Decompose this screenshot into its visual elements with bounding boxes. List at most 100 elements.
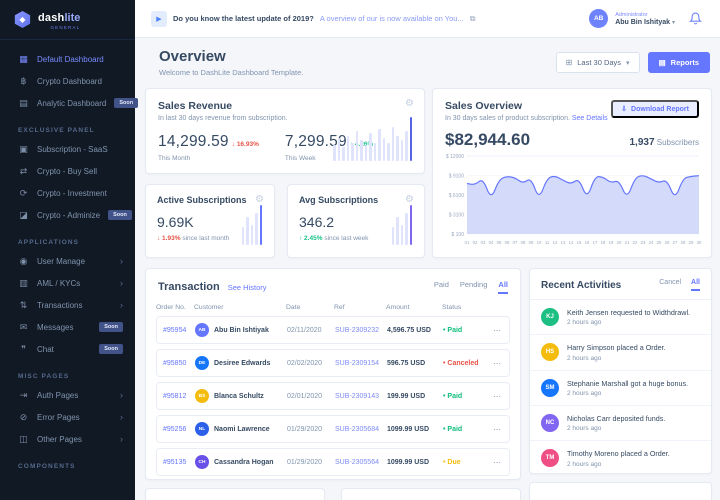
revenue-bar-chart [333, 115, 412, 161]
table-row[interactable]: #95135 CH Cassandra Hogan 01/29/2020 SUB-230… [156, 448, 510, 476]
logo[interactable]: ◆ dashlite GENERAL [0, 0, 135, 40]
tab-pending[interactable]: Pending [459, 280, 488, 289]
svg-text:14: 14 [569, 240, 574, 245]
row-options-icon[interactable]: ⋯ [493, 325, 501, 335]
ref-link[interactable]: SUB-2305564 [335, 458, 379, 466]
svg-text:25: 25 [657, 240, 662, 245]
sidebar-item-user-manage[interactable]: ◉ User Manage › [19, 255, 123, 266]
order-link[interactable]: #95850 [163, 359, 187, 367]
table-row[interactable]: #95812 BS Blanca Schultz 02/01/2020 SUB-2309… [156, 382, 510, 410]
bar [337, 138, 340, 161]
row-options-icon[interactable]: ⋯ [493, 358, 501, 368]
activity-time: 2 hours ago [567, 319, 602, 327]
notice-link[interactable]: A overview of our is now available on Yo… [319, 14, 464, 23]
update-notice[interactable]: ▶ Do you know the latest update of 2019?… [151, 10, 475, 27]
gear-icon[interactable]: ⚙ [255, 194, 264, 205]
table-row[interactable]: #95850 DE Desiree Edwards 02/02/2020 SUB-230… [156, 349, 510, 377]
see-history-link[interactable]: See History [227, 282, 267, 292]
customer-name: Abu Bin Ishtiyak [214, 326, 269, 334]
svg-text:05: 05 [497, 240, 502, 245]
notice-text: Do you know the latest update of 2019? [173, 14, 314, 23]
order-link[interactable]: #95954 [163, 326, 187, 334]
bar [250, 225, 253, 245]
activity-item[interactable]: KJ Keith Jensen requested to Widthdrawl. 2… [530, 300, 711, 334]
notifications-bell-icon[interactable] [689, 12, 702, 25]
tab-paid[interactable]: Paid [433, 280, 449, 289]
status-badge: • Paid [443, 326, 463, 334]
bar [400, 140, 403, 161]
ref-link[interactable]: SUB-2309154 [335, 359, 379, 367]
chevron-right-icon: › [120, 433, 123, 444]
order-link[interactable]: #95812 [163, 392, 187, 400]
activities-tabs: Cancel All [659, 279, 700, 291]
chevron-right-icon: › [120, 411, 123, 422]
activity-item[interactable]: HS Harry Simpson placed a Order. 2 hours a… [530, 334, 711, 369]
soon-badge: Soon [99, 322, 123, 332]
date-range-button[interactable]: ⊞ Last 30 Days ▾ [555, 52, 640, 73]
amount-cell: 1099.99 USD [387, 458, 430, 466]
sidebar-item-crypto-investment[interactable]: ⟳ Crypto - Investment [19, 187, 107, 198]
svg-text:$ 100: $ 100 [451, 232, 464, 238]
row-options-icon[interactable]: ⋯ [493, 424, 501, 434]
sidebar-item-default-dashboard[interactable]: ▦ Default Dashboard [19, 53, 104, 64]
gear-icon[interactable]: ⚙ [405, 98, 414, 109]
order-link[interactable]: #95256 [163, 425, 187, 433]
activity-item[interactable]: NC Nicholas Carr deposited funds. 2 hours … [530, 405, 711, 440]
bar [259, 205, 262, 245]
bar [400, 225, 403, 245]
sidebar-item-error-pages[interactable]: ⊘ Error Pages › [19, 411, 123, 422]
sidebar-item-subscription-saas[interactable]: ▣ Subscription - SaaS [19, 143, 108, 154]
error-icon: ⊘ [19, 411, 28, 422]
sidebar-item-messages[interactable]: ✉ Messages Soon [0, 316, 135, 338]
chevron-right-icon: › [120, 277, 123, 288]
ref-link[interactable]: SUB-2309232 [335, 326, 379, 334]
sidebar: ◆ dashlite GENERAL ▦ Default Dashboard ฿ Cry… [0, 0, 139, 500]
ref-link[interactable]: SUB-2305684 [335, 425, 379, 433]
activity-item[interactable]: SM Stephanie Marshall got a huge bonus. 2 … [530, 369, 711, 405]
page-head: Overview Welcome to DashLite Dashboard T… [159, 48, 303, 77]
bar [405, 131, 408, 161]
sidebar-item-crypto-buy-sell[interactable]: ⇄ Crypto - Buy Sell [19, 165, 98, 176]
sidebar-item-chat[interactable]: ❞ Chat Soon [0, 338, 135, 360]
table-row[interactable]: #95954 AB Abu Bin Ishtiyak 02/11/2020 SUB-23… [156, 316, 510, 344]
date-cell: 02/11/2020 [287, 326, 322, 334]
tab-all[interactable]: All [498, 280, 508, 294]
sales-overview-card: Sales Overview In 30 days sales of produ… [432, 88, 712, 258]
activity-item[interactable]: TM Timothy Moreno placed a Order. 2 hours … [530, 440, 711, 473]
ref-link[interactable]: SUB-2309143 [335, 392, 379, 400]
tranx-icon: ⇅ [19, 299, 28, 310]
reports-button[interactable]: ▤ Reports [647, 52, 710, 73]
download-report-button[interactable]: ⇩ Download Report [611, 100, 699, 118]
sidebar-item-other-pages[interactable]: ◫ Other Pages › [19, 433, 123, 444]
sidebar-item-auth-pages[interactable]: ⇥ Auth Pages › [19, 389, 123, 400]
see-details-link[interactable]: See Details [571, 115, 608, 122]
svg-text:10: 10 [537, 240, 542, 245]
row-options-icon[interactable]: ⋯ [493, 391, 501, 401]
row-options-icon[interactable]: ⋯ [493, 457, 501, 467]
bar [409, 117, 412, 161]
bar [396, 217, 399, 245]
bar [391, 227, 394, 245]
customer-name: Cassandra Hogan [214, 458, 274, 466]
bar [396, 135, 399, 161]
tab-cancel[interactable]: Cancel [659, 279, 682, 286]
sidebar-item-crypto-dashboard[interactable]: ฿ Crypto Dashboard [0, 70, 135, 92]
order-link[interactable]: #95135 [163, 458, 187, 466]
sidebar-item-transactions[interactable]: ⇅ Transactions › [19, 299, 123, 310]
table-row[interactable]: #95256 NL Naomi Lawrence 01/29/2020 SUB-2305… [156, 415, 510, 443]
user-menu[interactable]: AB Administrator Abu Bin Ishityak ▾ [589, 9, 675, 28]
svg-text:09: 09 [529, 240, 534, 245]
bar [369, 133, 372, 161]
amount-cell: 1099.99 USD [387, 425, 430, 433]
tab-all[interactable]: All [691, 279, 700, 291]
gear-icon[interactable]: ⚙ [405, 194, 414, 205]
bar [346, 135, 349, 161]
sidebar-item-aml-kycs[interactable]: ▥ AML / KYCs › [19, 277, 123, 288]
user-name: Abu Bin Ishityak [615, 18, 671, 26]
sidebar-item-crypto-adminize[interactable]: ◪ Crypto - Adminize Soon [0, 204, 135, 226]
sidebar-item-analytic-dashboard[interactable]: ▤ Analytic Dashboard Soon [0, 92, 139, 114]
svg-text:21: 21 [625, 240, 630, 245]
svg-text:23: 23 [641, 240, 646, 245]
svg-text:17: 17 [593, 240, 598, 245]
amount-cell: 596.75 USD [387, 359, 426, 367]
